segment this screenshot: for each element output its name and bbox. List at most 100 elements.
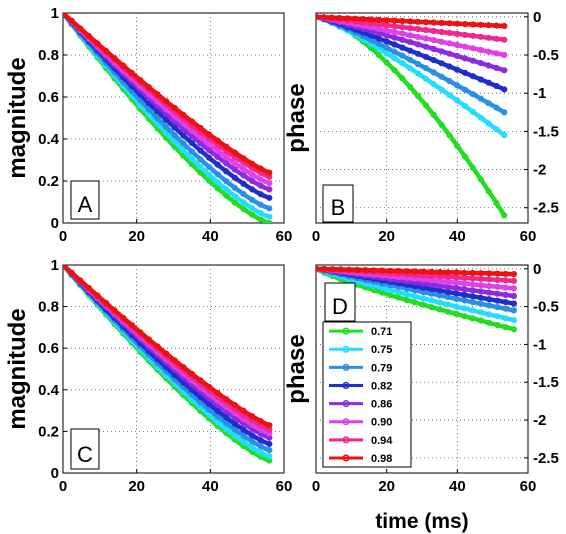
series-marker (494, 304, 501, 311)
x-tick-label: 0 (59, 228, 67, 245)
series-marker (163, 116, 170, 123)
series-marker (214, 153, 221, 160)
series-marker (411, 293, 418, 300)
series-marker (469, 299, 476, 306)
series-marker (214, 185, 221, 192)
series-marker (477, 46, 484, 54)
series-marker (407, 18, 414, 25)
series-marker (411, 268, 418, 275)
series-marker (223, 192, 230, 199)
series-marker (344, 15, 351, 22)
series-marker (231, 426, 238, 433)
series-marker (407, 25, 414, 32)
series-marker (477, 282, 484, 289)
series-marker (477, 294, 484, 301)
series-marker (257, 165, 264, 172)
series-marker (399, 17, 406, 25)
x-axis-label: time (ms) (375, 510, 468, 533)
series-marker (422, 75, 429, 82)
series-marker (188, 118, 195, 125)
y-tick-label: 0.8 (38, 47, 59, 64)
series-marker (240, 172, 247, 179)
series-marker (446, 29, 453, 37)
series-marker (266, 194, 273, 201)
series-marker (163, 129, 170, 136)
series-marker (197, 163, 204, 170)
series-marker (453, 295, 460, 302)
series-marker (477, 33, 484, 40)
series-marker (214, 147, 221, 154)
series-marker (477, 309, 484, 316)
series-marker (469, 45, 476, 52)
series-marker (395, 289, 402, 296)
series-marker (420, 295, 427, 302)
series-marker (444, 283, 451, 290)
y-tick-label: 0.8 (38, 299, 59, 316)
series-marker (68, 17, 75, 24)
series-marker (453, 290, 460, 297)
series-marker (461, 280, 468, 287)
series-marker (454, 142, 461, 149)
series-marker (391, 17, 398, 24)
series-marker (223, 396, 230, 403)
series-marker (477, 270, 484, 277)
series-marker (493, 104, 500, 111)
series-marker (407, 56, 414, 63)
panel-label: A (78, 192, 93, 217)
series-marker (469, 91, 476, 98)
series-marker (469, 164, 476, 171)
legend-swatch-marker (342, 327, 350, 335)
series-marker (329, 266, 336, 273)
series-marker (477, 76, 484, 83)
series-marker (436, 306, 443, 313)
series-marker (85, 32, 92, 40)
series-marker (206, 163, 213, 171)
series-marker (493, 50, 500, 57)
series-marker (477, 21, 484, 28)
series-marker (266, 180, 273, 187)
x-tick-label: 0 (59, 478, 67, 495)
series-marker (316, 13, 320, 20)
legend-swatch-marker (342, 454, 350, 462)
series-marker (414, 50, 422, 57)
y-tick-label: 0 (533, 261, 541, 278)
panel-label-box (322, 184, 354, 223)
series-marker (197, 156, 204, 163)
series-marker (486, 289, 493, 296)
y-tick-label: 0 (533, 9, 541, 26)
panel-label: D (332, 294, 348, 319)
series-marker (403, 291, 410, 298)
series-marker (501, 36, 508, 43)
series-marker (469, 281, 476, 288)
series-marker (240, 438, 247, 445)
series-marker (485, 62, 492, 69)
series-marker (391, 23, 398, 30)
series-marker (249, 432, 256, 439)
series-marker (477, 114, 484, 121)
series-marker (180, 364, 187, 371)
series-marker (249, 160, 256, 167)
series-marker (486, 319, 493, 326)
series-marker (111, 307, 118, 314)
series-marker (462, 55, 469, 62)
series-marker (501, 67, 508, 74)
series-marker (171, 132, 178, 139)
series-marker (477, 300, 484, 307)
series-marker (477, 60, 484, 67)
series-marker (469, 269, 476, 277)
series-marker (257, 201, 264, 208)
series-group (63, 265, 273, 464)
series-marker (231, 199, 238, 206)
series-marker (420, 268, 427, 275)
series-marker (407, 32, 414, 39)
series-marker (501, 51, 508, 59)
y-tick-label: 0.4 (38, 382, 60, 399)
series-marker (399, 36, 406, 43)
series-marker (510, 292, 518, 300)
series-marker (510, 300, 518, 307)
series-marker (469, 315, 476, 322)
series-marker (502, 305, 509, 312)
series-marker (257, 191, 264, 198)
series-marker (399, 44, 406, 51)
series-marker (111, 55, 118, 62)
